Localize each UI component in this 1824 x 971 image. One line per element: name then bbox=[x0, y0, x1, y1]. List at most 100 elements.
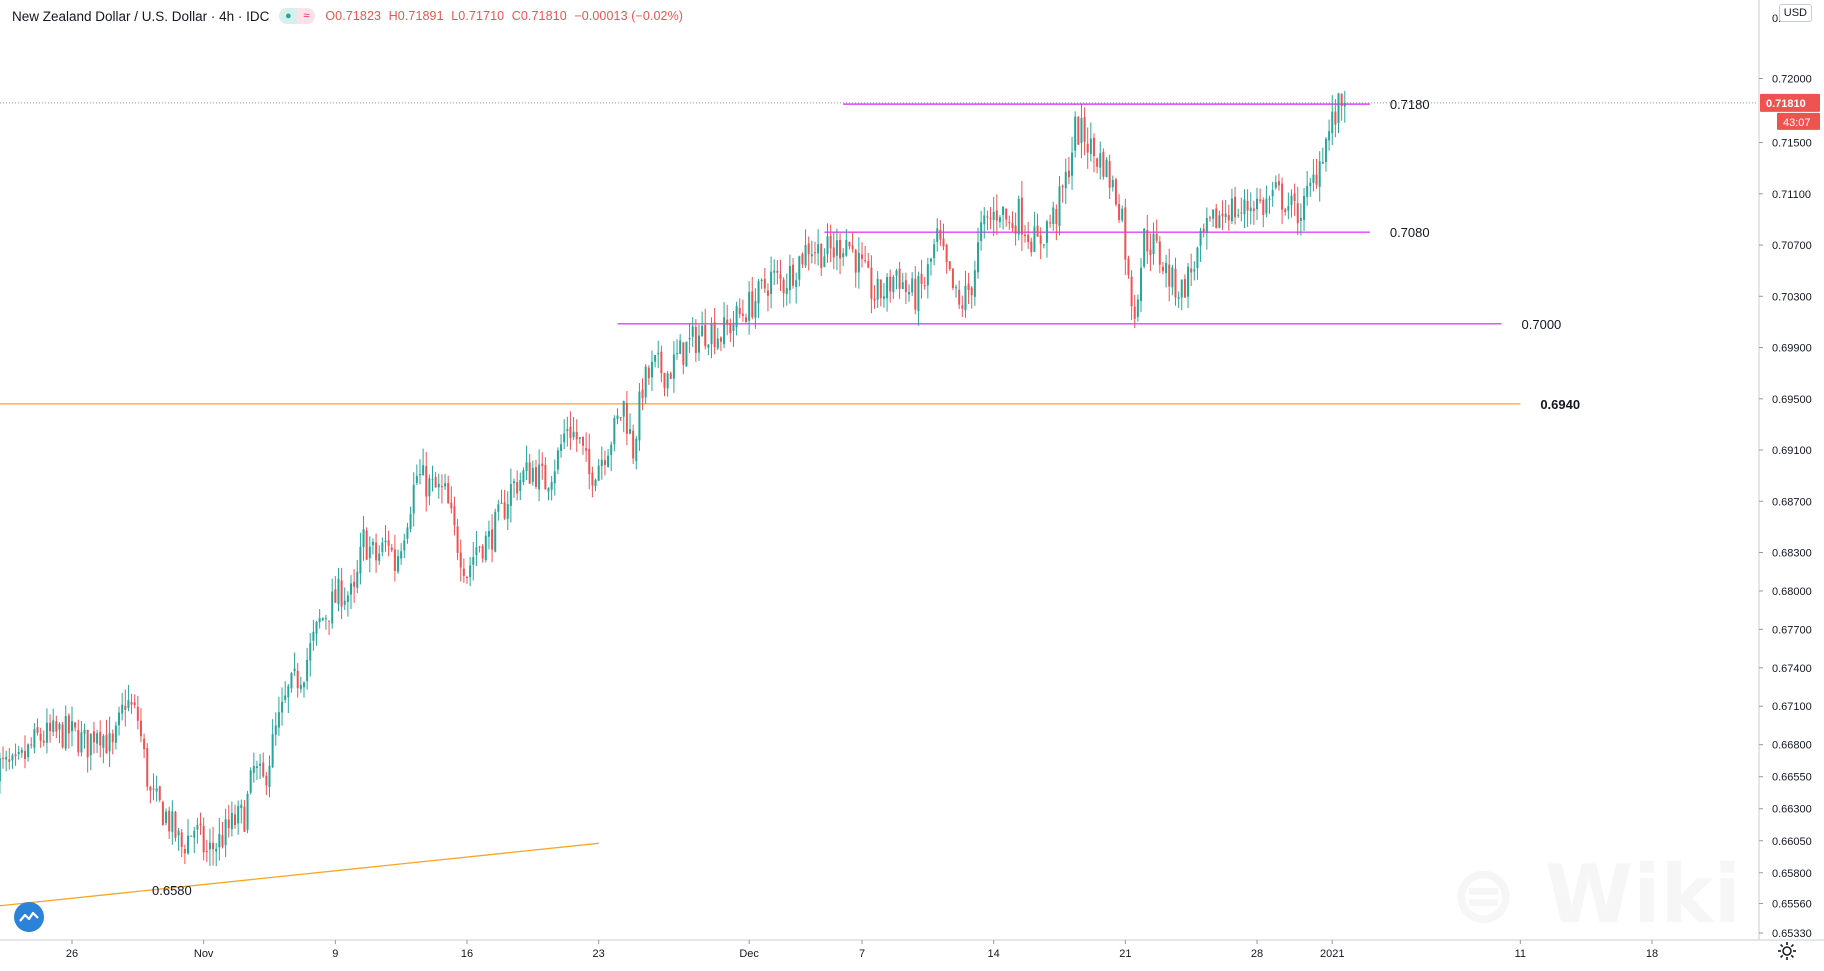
candle-up bbox=[513, 481, 516, 483]
candle-up bbox=[418, 474, 421, 476]
candle-up bbox=[644, 366, 647, 398]
level-label-0-7000: 0.7000 bbox=[1522, 317, 1562, 332]
candle-down bbox=[751, 291, 754, 318]
wave-icon[interactable]: ≈ bbox=[297, 8, 316, 24]
candle-up bbox=[1303, 195, 1306, 220]
candle-down bbox=[970, 287, 973, 296]
candle-up bbox=[1299, 218, 1302, 221]
candle-down bbox=[328, 620, 331, 622]
eye-icon[interactable]: ● bbox=[279, 8, 298, 24]
candle-up bbox=[252, 766, 255, 773]
open-value: O0.71823 bbox=[325, 9, 382, 23]
candle-up bbox=[723, 317, 726, 345]
currency-selector[interactable]: USD bbox=[1778, 4, 1812, 22]
candle-down bbox=[1030, 241, 1033, 253]
candle-down bbox=[851, 245, 854, 250]
candle-up bbox=[1274, 182, 1277, 188]
candle-up bbox=[672, 354, 675, 379]
candle-down bbox=[227, 819, 230, 829]
candle-down bbox=[425, 466, 428, 497]
candle-down bbox=[111, 733, 114, 743]
candle-up bbox=[230, 812, 233, 830]
candle-up bbox=[346, 595, 349, 602]
candle-down bbox=[1146, 230, 1149, 252]
candle-down bbox=[1315, 174, 1318, 185]
candle-up bbox=[11, 755, 14, 761]
candle-up bbox=[629, 429, 632, 434]
candle-down bbox=[1049, 222, 1052, 224]
candle-up bbox=[290, 673, 293, 689]
candle-down bbox=[221, 835, 224, 847]
candle-up bbox=[650, 361, 653, 378]
candle-down bbox=[353, 581, 356, 587]
candle-down bbox=[832, 247, 835, 258]
candle-up bbox=[422, 465, 425, 476]
candle-up bbox=[600, 459, 603, 466]
candle-down bbox=[99, 731, 102, 746]
candle-up bbox=[1331, 111, 1334, 134]
candle-down bbox=[820, 243, 823, 269]
candle-down bbox=[1284, 209, 1287, 213]
candle-up bbox=[171, 811, 174, 832]
candle-up bbox=[1080, 118, 1083, 143]
candle-down bbox=[1234, 196, 1237, 218]
candle-up bbox=[788, 265, 791, 291]
candle-down bbox=[1296, 203, 1299, 224]
candle-down bbox=[1011, 223, 1014, 229]
candle-down bbox=[1036, 225, 1039, 237]
time-tick-label: 9 bbox=[332, 948, 338, 960]
candle-up bbox=[324, 618, 327, 620]
tradingview-logo-icon[interactable] bbox=[14, 902, 44, 932]
candle-down bbox=[1240, 212, 1243, 214]
candle-up bbox=[983, 215, 986, 225]
trendline bbox=[0, 842, 599, 907]
candle-up bbox=[1143, 228, 1146, 267]
candle-up bbox=[89, 733, 92, 756]
candle-up bbox=[196, 825, 199, 830]
candle-up bbox=[1337, 93, 1340, 123]
candle-up bbox=[531, 467, 534, 483]
candle-down bbox=[1281, 183, 1284, 210]
candle-down bbox=[632, 430, 635, 459]
gear-icon[interactable] bbox=[1776, 940, 1798, 962]
candle-down bbox=[719, 337, 722, 342]
candle-up bbox=[1318, 161, 1321, 187]
candle-up bbox=[757, 281, 760, 304]
candle-down bbox=[168, 810, 171, 832]
candle-down bbox=[174, 811, 177, 838]
candle-up bbox=[284, 695, 287, 700]
candle-down bbox=[544, 464, 547, 490]
candle-down bbox=[603, 460, 606, 465]
candle-down bbox=[782, 279, 785, 294]
candle-down bbox=[375, 542, 378, 561]
candle-up bbox=[1321, 162, 1324, 164]
time-tick-label: 28 bbox=[1251, 948, 1263, 960]
candle-up bbox=[1199, 230, 1202, 246]
candle-down bbox=[1168, 264, 1171, 287]
candle-up bbox=[691, 326, 694, 337]
candle-down bbox=[647, 367, 650, 379]
candle-down bbox=[682, 342, 685, 365]
candle-down bbox=[848, 242, 851, 247]
candle-down bbox=[1174, 268, 1177, 298]
ohlc-values: O0.71823 H0.71891 L0.71710 C0.71810 −0.0… bbox=[325, 9, 687, 23]
candle-up bbox=[237, 806, 240, 824]
candle-down bbox=[481, 545, 484, 559]
symbol-title[interactable]: New Zealand Dollar / U.S. Dollar · 4h · … bbox=[12, 8, 270, 24]
candle-up bbox=[770, 271, 773, 295]
candle-up bbox=[1309, 182, 1312, 187]
time-tick-label: 14 bbox=[988, 948, 1000, 960]
candle-down bbox=[440, 486, 443, 488]
candle-up bbox=[302, 682, 305, 688]
candle-up bbox=[635, 438, 638, 461]
visibility-toggles[interactable]: ● ≈ bbox=[279, 8, 316, 24]
candle-up bbox=[929, 258, 932, 262]
candle-up bbox=[773, 270, 776, 273]
candle-up bbox=[208, 842, 211, 850]
candle-down bbox=[234, 814, 237, 826]
candle-up bbox=[572, 431, 575, 438]
candle-up bbox=[613, 417, 616, 445]
